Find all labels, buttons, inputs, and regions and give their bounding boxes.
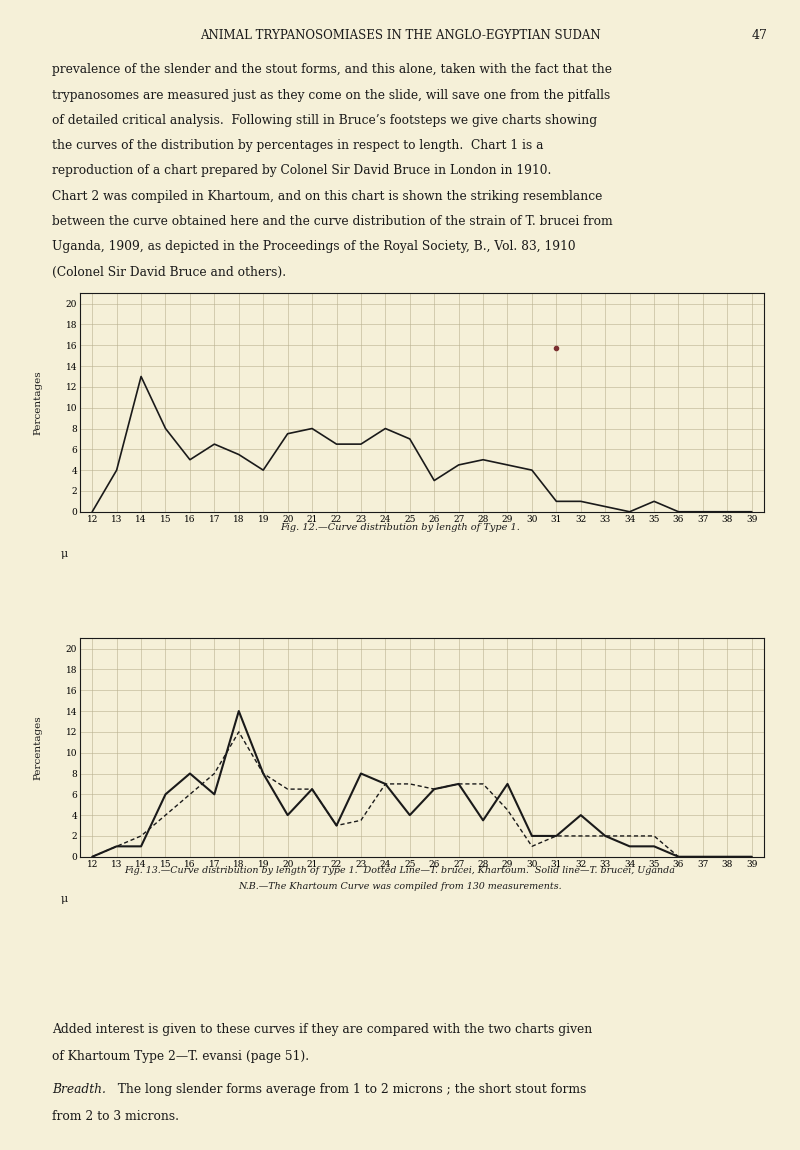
Text: Chart 2 was compiled in Khartoum, and on this chart is shown the striking resemb: Chart 2 was compiled in Khartoum, and on… [52,190,602,202]
Text: μ: μ [61,549,68,559]
Text: 47: 47 [752,29,768,41]
Text: Breadth.: Breadth. [52,1083,106,1096]
Text: Chart 2: Chart 2 [374,774,426,788]
Text: the curves of the distribution by percentages in respect to length.  Chart 1 is : the curves of the distribution by percen… [52,139,543,152]
Text: Fig. 13.—Curve distribution by length of Type 1.  Dotted Line—T. brucei, Khartou: Fig. 13.—Curve distribution by length of… [125,866,675,875]
Text: μ: μ [61,894,68,904]
Text: (Colonel Sir David Bruce and others).: (Colonel Sir David Bruce and others). [52,266,286,278]
Text: The long slender forms average from 1 to 2 microns ; the short stout forms: The long slender forms average from 1 to… [110,1083,586,1096]
Text: Type 1.—Chart compiled by Colonel Sir David Bruce, 1910: Type 1.—Chart compiled by Colonel Sir Da… [214,457,586,469]
Text: Chart 1: Chart 1 [374,429,426,443]
Text: of Khartoum Type 2—T. evansi (page 51).: of Khartoum Type 2—T. evansi (page 51). [52,1050,309,1063]
Text: reproduction of a chart prepared by Colonel Sir David Bruce in London in 1910.: reproduction of a chart prepared by Colo… [52,164,551,177]
Text: N.B.—The Khartoum Curve was compiled from 130 measurements.: N.B.—The Khartoum Curve was compiled fro… [238,882,562,891]
Text: prevalence of the slender and the stout forms, and this alone, taken with the fa: prevalence of the slender and the stout … [52,63,612,76]
Text: Fig. 12.—Curve distribution by length of Type 1.: Fig. 12.—Curve distribution by length of… [280,523,520,532]
Text: Type 1.—Chart compiled in Khartoum, 1911: Type 1.—Chart compiled in Khartoum, 1911 [260,802,540,814]
Text: of detailed critical analysis.  Following still in Bruce’s footsteps we give cha: of detailed critical analysis. Following… [52,114,597,126]
Text: from 2 to 3 microns.: from 2 to 3 microns. [52,1110,179,1122]
Y-axis label: Percentages: Percentages [34,370,42,435]
Text: between the curve obtained here and the curve distribution of the strain of T. b: between the curve obtained here and the … [52,215,613,228]
Text: trypanosomes are measured just as they come on the slide, will save one from the: trypanosomes are measured just as they c… [52,89,610,101]
Text: Added interest is given to these curves if they are compared with the two charts: Added interest is given to these curves … [52,1024,592,1036]
Text: Uganda, 1909, as depicted in the Proceedings of the Royal Society, B., Vol. 83, : Uganda, 1909, as depicted in the Proceed… [52,240,576,253]
Text: ANIMAL TRYPANOSOMIASES IN THE ANGLO-EGYPTIAN SUDAN: ANIMAL TRYPANOSOMIASES IN THE ANGLO-EGYP… [200,29,600,41]
Y-axis label: Percentages: Percentages [34,715,42,780]
